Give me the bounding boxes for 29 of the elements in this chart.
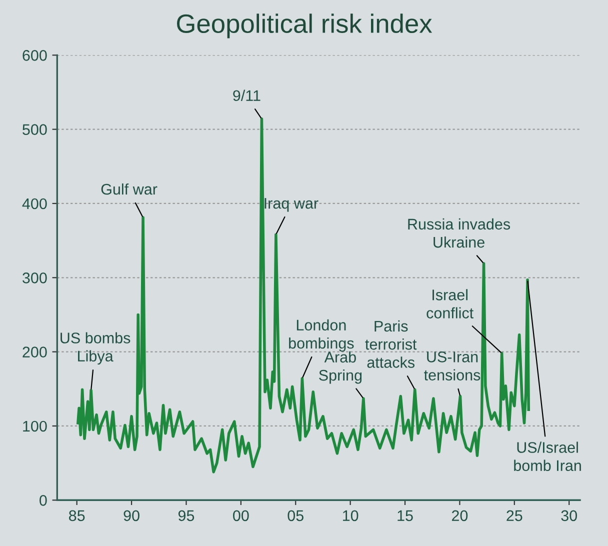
y-tick-label: 500 [22, 124, 47, 135]
annotation: London bombings [289, 319, 354, 352]
x-tick-label: 10 [342, 510, 358, 522]
annotation: Iraq war [264, 198, 318, 212]
annotation: Russia invades Ukraine [408, 218, 510, 248]
y-tick-label: 400 [22, 198, 47, 210]
annotation: Gulf war [101, 183, 158, 195]
x-tick-label: 20 [452, 510, 468, 522]
annotation: Israel conflict [426, 289, 474, 318]
annotation: Arab Spring [319, 351, 362, 384]
y-tick-label: 600 [22, 50, 47, 61]
chart-title: Geopolitical risk index [176, 14, 432, 38]
x-tick-label: 95 [178, 510, 194, 522]
y-tick-label: 100 [23, 420, 47, 432]
annotation: 9/11 [233, 90, 260, 102]
x-tick-label: 85 [69, 510, 85, 522]
y-tick-label: 0 [40, 495, 47, 506]
x-tick-label: 05 [288, 510, 304, 522]
annotation: US bombs Libya [60, 332, 130, 365]
annotation: US/Israel bomb Iran [514, 442, 581, 472]
x-tick-label: 25 [506, 510, 522, 522]
annotation: US-Iran tensions [424, 352, 480, 380]
x-tick-label: 30 [561, 510, 577, 522]
x-tick-label: 90 [124, 510, 140, 522]
y-tick-label: 200 [22, 346, 47, 358]
x-tick-label: 15 [398, 510, 413, 522]
x-tick-label: 00 [233, 510, 249, 522]
annotation: Paris terrorist attacks [365, 320, 417, 368]
y-tick-label: 300 [22, 272, 47, 284]
